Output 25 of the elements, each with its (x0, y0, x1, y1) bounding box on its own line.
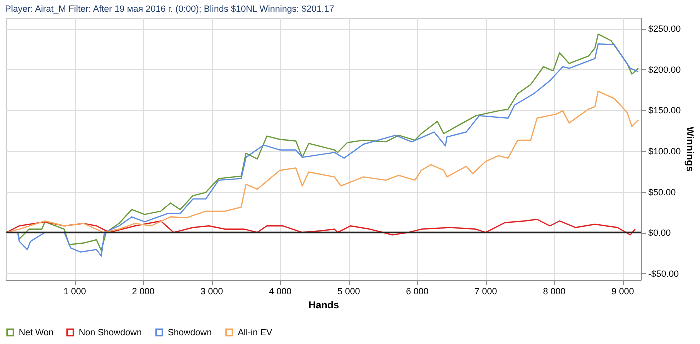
x-tick-label: 5 000 (338, 286, 360, 296)
legend-label: Showdown (168, 328, 212, 338)
legend-label: Non Showdown (79, 328, 142, 338)
x-tick-label: 9 000 (612, 286, 634, 296)
y-tick-label: $0.00 (648, 228, 672, 238)
y-axis-title: Winnings (684, 127, 696, 172)
x-tick-label: 6 000 (406, 286, 429, 296)
y-tick-label: $150.00 (648, 106, 682, 116)
x-axis-title: Hands (308, 300, 340, 312)
y-tick-label: $100.00 (648, 146, 682, 157)
x-tick-label: 2 000 (132, 286, 155, 296)
y-tick-label: $50.00 (648, 187, 676, 198)
x-tick-label: 1 000 (64, 286, 86, 296)
x-tick-label: 7 000 (474, 286, 498, 296)
line-series (6, 219, 636, 236)
x-tick-label: 4 000 (269, 286, 292, 296)
legend-label: All-in EV (238, 328, 273, 338)
x-tick-label: 8 000 (543, 286, 566, 296)
x-tick-label: 3 000 (200, 286, 224, 296)
y-tick-label: $200.00 (648, 64, 682, 75)
line-series (6, 90, 640, 234)
y-tick-label: $250.00 (648, 24, 682, 34)
chart-title: Player: Airat_M Filter: After 19 мая 2016 г. (0:00); Blinds $10NL Winnings: $201.17 (5, 4, 334, 14)
y-tick-label: -$50.00 (648, 268, 680, 279)
legend-label: Net Won (19, 328, 54, 338)
